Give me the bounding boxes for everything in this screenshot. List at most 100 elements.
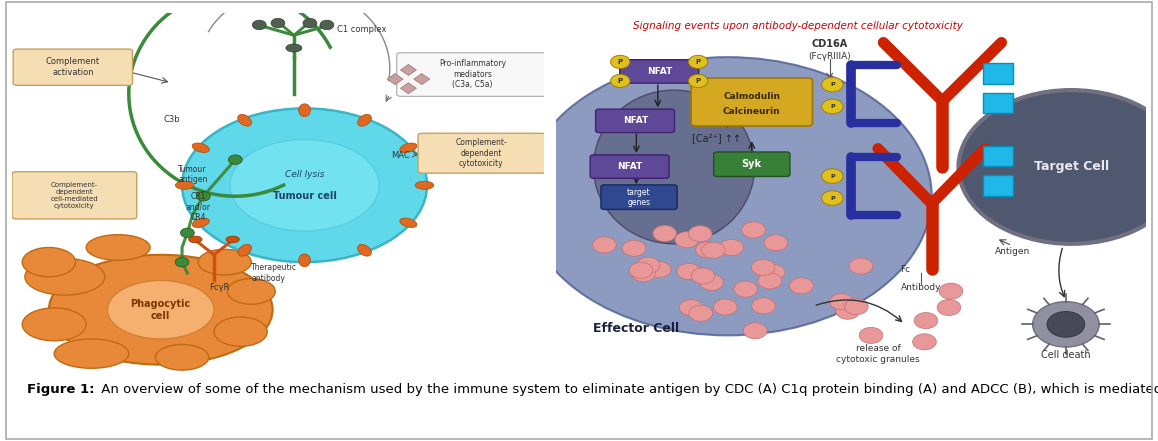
Ellipse shape [192,218,210,228]
Circle shape [689,55,708,68]
Circle shape [622,240,646,256]
Circle shape [790,278,813,294]
Text: NFAT: NFAT [623,116,648,125]
Circle shape [752,259,775,276]
Circle shape [937,299,961,316]
Circle shape [610,75,630,87]
Polygon shape [401,64,417,75]
Text: C1 complex: C1 complex [337,25,386,34]
Text: [Ca²⁺] ↑↑: [Ca²⁺] ↑↑ [692,133,741,143]
Circle shape [822,99,843,114]
Text: Calmodulin: Calmodulin [724,92,780,101]
Ellipse shape [400,218,417,228]
Ellipse shape [198,249,251,275]
Ellipse shape [286,44,302,52]
Circle shape [303,19,317,28]
Ellipse shape [358,244,372,256]
Circle shape [637,257,660,273]
Circle shape [702,242,725,258]
Text: Tumour cell: Tumour cell [272,191,337,201]
Circle shape [676,263,701,280]
Circle shape [764,235,787,251]
Circle shape [822,169,843,183]
Text: Cell lysis: Cell lysis [285,170,324,179]
Text: NFAT: NFAT [647,67,672,76]
Circle shape [689,75,708,87]
Circle shape [688,226,712,242]
Circle shape [699,274,724,291]
Text: Antibody: Antibody [901,283,941,292]
Text: Pro-inflammatory
mediators
(C3a, C5a): Pro-inflammatory mediators (C3a, C5a) [439,60,506,89]
Circle shape [691,268,714,284]
Circle shape [822,77,843,92]
Text: Figure 1:: Figure 1: [28,383,95,396]
Ellipse shape [299,104,310,116]
Bar [983,93,1013,113]
FancyBboxPatch shape [397,53,548,96]
Circle shape [939,283,962,299]
Text: Calcineurin: Calcineurin [723,107,780,116]
Circle shape [914,313,938,329]
Circle shape [742,222,765,238]
Circle shape [849,258,873,274]
Ellipse shape [400,143,417,153]
Ellipse shape [189,236,201,243]
Text: Phagocytic
cell: Phagocytic cell [131,299,191,321]
Circle shape [752,298,776,314]
Circle shape [320,20,334,30]
Text: target
genes: target genes [628,187,651,207]
Bar [983,64,1013,84]
Circle shape [629,262,653,278]
Circle shape [720,239,743,255]
Ellipse shape [86,235,151,260]
Circle shape [844,299,868,315]
Ellipse shape [214,317,267,346]
Ellipse shape [24,258,104,295]
Circle shape [836,303,859,319]
Text: release of
cytotoxic granules: release of cytotoxic granules [836,344,919,364]
Text: P: P [830,82,835,87]
Ellipse shape [175,181,195,189]
Circle shape [822,191,843,206]
Circle shape [913,334,937,350]
Text: Therapeutic
antibody: Therapeutic antibody [251,263,298,283]
Text: P: P [696,78,701,84]
Circle shape [197,191,211,201]
Circle shape [271,19,285,28]
Ellipse shape [108,280,214,339]
Text: (FcγRIIIA): (FcγRIIIA) [808,52,851,61]
Circle shape [689,305,712,321]
Text: NFAT: NFAT [617,162,643,171]
Ellipse shape [358,114,372,126]
Text: Fc: Fc [900,265,910,274]
FancyBboxPatch shape [691,78,813,126]
FancyBboxPatch shape [601,185,677,209]
Polygon shape [413,74,430,85]
Ellipse shape [593,90,755,244]
FancyBboxPatch shape [595,109,674,133]
FancyBboxPatch shape [620,60,698,83]
Circle shape [758,273,782,289]
Text: Cell death: Cell death [1041,351,1091,360]
Text: MAC: MAC [391,151,410,161]
Circle shape [593,237,616,253]
Circle shape [743,323,767,339]
Text: CD16A: CD16A [812,39,848,49]
Ellipse shape [237,114,251,126]
Circle shape [631,265,655,282]
Ellipse shape [182,108,427,262]
Bar [983,175,1013,195]
Text: FcγR: FcγR [210,283,229,292]
FancyBboxPatch shape [591,155,669,178]
Text: P: P [830,195,835,201]
Ellipse shape [227,279,276,304]
Circle shape [610,55,630,68]
FancyBboxPatch shape [418,133,545,173]
Circle shape [647,262,670,277]
Text: Antigen: Antigen [995,247,1029,256]
Ellipse shape [22,308,86,341]
Circle shape [675,232,698,248]
Text: C3b: C3b [163,115,179,124]
Text: Signaling events upon antibody-dependent cellular cytotoxicity: Signaling events upon antibody-dependent… [632,21,962,31]
Text: Complement-
dependent
cell-mediated
cytotoxicity: Complement- dependent cell-mediated cyto… [51,182,98,209]
